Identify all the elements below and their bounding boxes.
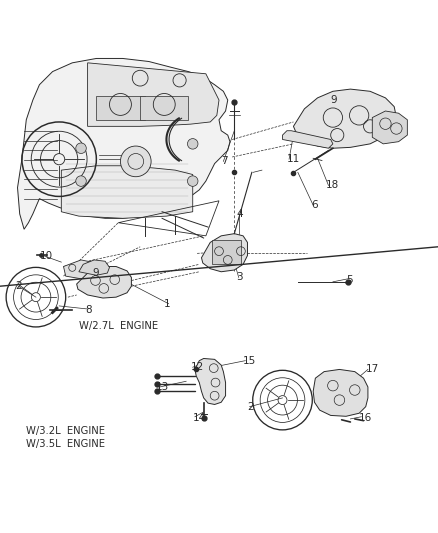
Polygon shape: [195, 359, 226, 405]
Polygon shape: [64, 260, 96, 279]
Text: 15: 15: [243, 356, 256, 366]
Text: 9: 9: [92, 268, 99, 278]
Polygon shape: [88, 63, 219, 126]
Polygon shape: [61, 166, 193, 219]
Circle shape: [76, 176, 86, 187]
Polygon shape: [293, 89, 396, 148]
Text: 7: 7: [221, 156, 228, 166]
Bar: [96, 96, 145, 120]
Text: 12: 12: [191, 362, 204, 372]
Text: 2: 2: [15, 281, 22, 291]
Text: 14: 14: [193, 413, 206, 423]
Text: 11: 11: [287, 154, 300, 164]
Polygon shape: [372, 111, 407, 144]
Text: 16: 16: [359, 413, 372, 423]
Text: 13: 13: [155, 382, 169, 392]
Polygon shape: [18, 59, 230, 229]
Text: 10: 10: [39, 251, 53, 261]
Polygon shape: [313, 369, 368, 416]
Circle shape: [187, 176, 198, 187]
Polygon shape: [283, 131, 333, 148]
Polygon shape: [77, 266, 131, 298]
Text: W/2.7L  ENGINE: W/2.7L ENGINE: [79, 321, 158, 330]
Text: 18: 18: [326, 181, 339, 190]
Text: W/3.2L  ENGINE: W/3.2L ENGINE: [26, 426, 105, 436]
Bar: [212, 240, 241, 264]
Polygon shape: [79, 260, 110, 275]
Text: 5: 5: [346, 274, 353, 285]
Polygon shape: [201, 233, 247, 272]
Circle shape: [120, 146, 151, 177]
Circle shape: [187, 139, 198, 149]
Text: 9: 9: [331, 95, 337, 105]
Text: 8: 8: [85, 305, 92, 316]
Text: W/3.5L  ENGINE: W/3.5L ENGINE: [26, 439, 105, 449]
Circle shape: [76, 143, 86, 154]
Text: 3: 3: [237, 272, 243, 282]
Bar: [140, 96, 188, 120]
Text: 6: 6: [311, 200, 318, 210]
Text: 4: 4: [237, 209, 243, 219]
Text: 17: 17: [366, 365, 379, 374]
Text: 1: 1: [164, 298, 171, 309]
Text: 2: 2: [247, 402, 254, 411]
